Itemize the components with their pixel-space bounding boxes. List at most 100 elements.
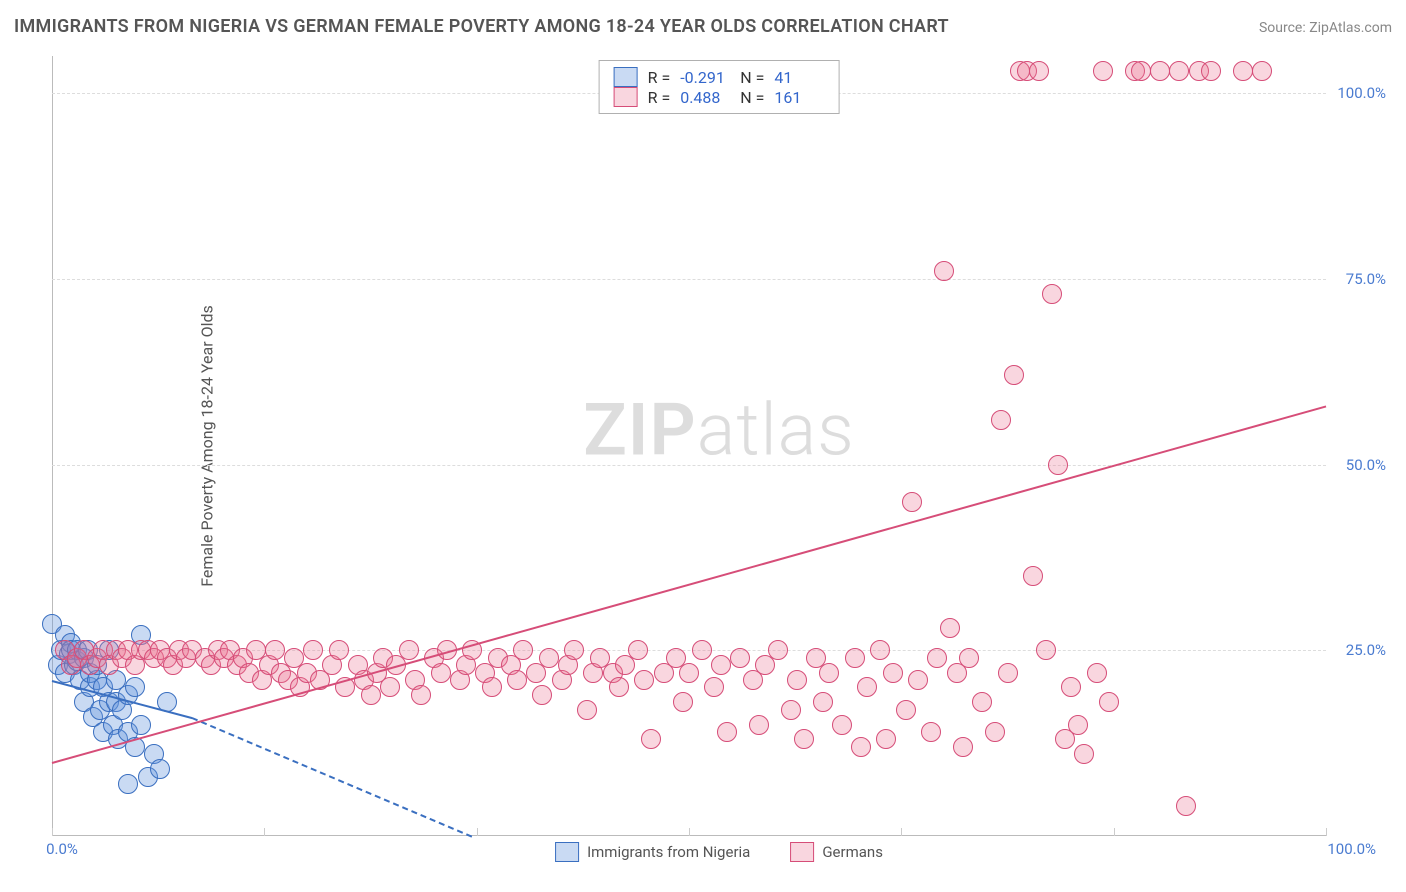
data-point xyxy=(883,663,903,683)
legend-bottom: Immigrants from Nigeria Germans xyxy=(555,842,883,862)
legend-swatch xyxy=(555,842,579,862)
header-bar: IMMIGRANTS FROM NIGERIA VS GERMAN FEMALE… xyxy=(14,16,1392,37)
x-tick xyxy=(689,828,690,836)
data-point xyxy=(819,663,839,683)
legend-r-value: -0.291 xyxy=(680,68,730,87)
legend-n-label: N = xyxy=(740,88,764,107)
data-point xyxy=(851,737,871,757)
data-point xyxy=(902,492,922,512)
x-tick xyxy=(901,828,902,836)
y-tick-label: 100.0% xyxy=(1337,84,1386,102)
x-tick-label: 100.0% xyxy=(1327,840,1376,858)
data-point xyxy=(361,685,381,705)
data-point xyxy=(1233,61,1253,81)
data-point xyxy=(711,655,731,675)
source-label: Source: ZipAtlas.com xyxy=(1259,20,1392,36)
data-point xyxy=(641,729,661,749)
data-point xyxy=(794,729,814,749)
data-point xyxy=(896,700,916,720)
data-point xyxy=(1061,677,1081,697)
data-point xyxy=(131,715,151,735)
data-point xyxy=(985,722,1005,742)
legend-item: Germans xyxy=(790,842,883,862)
data-point xyxy=(1087,663,1107,683)
data-point xyxy=(749,715,769,735)
legend-swatch xyxy=(614,87,638,107)
data-point xyxy=(1131,61,1151,81)
x-tick xyxy=(264,828,265,836)
data-point xyxy=(813,692,833,712)
legend-label: Germans xyxy=(822,843,883,861)
y-tick-label: 75.0% xyxy=(1346,270,1386,288)
data-point xyxy=(730,648,750,668)
data-point xyxy=(876,729,896,749)
data-point xyxy=(998,663,1018,683)
data-point xyxy=(1036,640,1056,660)
data-point xyxy=(845,648,865,668)
scatter-plot: Female Poverty Among 18-24 Year Olds ZIP… xyxy=(52,56,1386,836)
data-point xyxy=(577,700,597,720)
data-point xyxy=(787,670,807,690)
data-point xyxy=(1004,365,1024,385)
data-point xyxy=(991,410,1011,430)
gridline xyxy=(52,279,1326,280)
data-point xyxy=(870,640,890,660)
data-point xyxy=(1093,61,1113,81)
y-tick-label: 50.0% xyxy=(1346,456,1386,474)
data-point xyxy=(609,677,629,697)
data-point xyxy=(1048,455,1068,475)
legend-n-value: 41 xyxy=(774,68,824,87)
legend-swatch xyxy=(790,842,814,862)
data-point xyxy=(832,715,852,735)
data-point xyxy=(628,640,648,660)
data-point xyxy=(513,640,533,660)
data-point xyxy=(539,648,559,668)
data-point xyxy=(1201,61,1221,81)
data-point xyxy=(1042,284,1062,304)
data-point xyxy=(857,677,877,697)
data-point xyxy=(411,685,431,705)
data-point xyxy=(1023,566,1043,586)
legend-stats: R = -0.291 N = 41R = 0.488 N = 161 xyxy=(599,60,840,114)
data-point xyxy=(781,700,801,720)
data-point xyxy=(940,618,960,638)
legend-n-label: N = xyxy=(740,68,764,87)
data-point xyxy=(532,685,552,705)
gridline xyxy=(52,465,1326,466)
data-point xyxy=(1068,715,1088,735)
data-point xyxy=(1150,61,1170,81)
legend-r-value: 0.488 xyxy=(680,88,730,107)
data-point xyxy=(564,640,584,660)
chart-title: IMMIGRANTS FROM NIGERIA VS GERMAN FEMALE… xyxy=(14,16,949,37)
data-point xyxy=(1252,61,1272,81)
data-point xyxy=(704,677,724,697)
data-point xyxy=(431,663,451,683)
legend-r-label: R = xyxy=(648,88,671,107)
data-point xyxy=(118,774,138,794)
data-point xyxy=(679,663,699,683)
data-point xyxy=(482,677,502,697)
data-point xyxy=(927,648,947,668)
data-point xyxy=(399,640,419,660)
data-point xyxy=(1176,796,1196,816)
data-point xyxy=(265,640,285,660)
data-point xyxy=(908,670,928,690)
legend-item: Immigrants from Nigeria xyxy=(555,842,750,862)
legend-stats-row: R = 0.488 N = 161 xyxy=(614,87,825,107)
data-point xyxy=(303,640,323,660)
legend-n-value: 161 xyxy=(774,88,824,107)
data-point xyxy=(717,722,737,742)
legend-label: Immigrants from Nigeria xyxy=(587,843,750,861)
data-point xyxy=(329,640,349,660)
legend-swatch xyxy=(614,67,638,87)
data-point xyxy=(921,722,941,742)
data-point xyxy=(507,670,527,690)
data-point xyxy=(934,261,954,281)
data-point xyxy=(125,677,145,697)
data-point xyxy=(150,759,170,779)
data-point xyxy=(634,670,654,690)
data-point xyxy=(1029,61,1049,81)
x-tick xyxy=(1114,828,1115,836)
data-point xyxy=(953,737,973,757)
data-point xyxy=(959,648,979,668)
